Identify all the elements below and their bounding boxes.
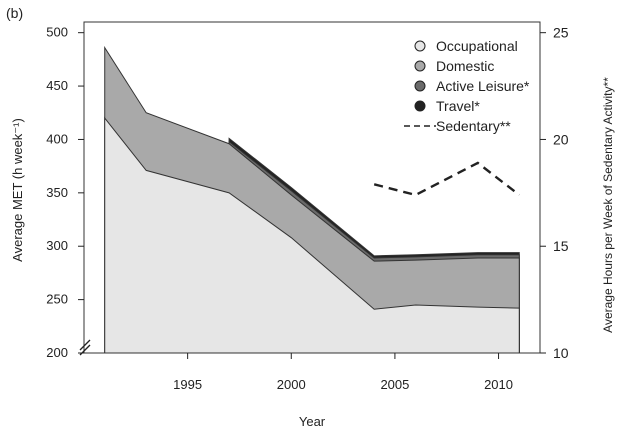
axis-break [79,339,91,356]
legend-symbol [414,40,426,52]
legend-label: Domestic [436,58,494,74]
panel-label: (b) [6,5,23,21]
sedentary-line-layer [373,161,521,197]
y-axis-label: Average MET (h week⁻¹) [10,118,25,262]
legend-label: Travel* [436,98,480,114]
y2-tick-label: 15 [553,238,569,254]
y-tick-label: 200 [46,345,68,360]
legend: Occupational Domestic Active Leisure* Trave… [404,38,530,134]
y-axis-left: 200 250 300 350 400 450 500 [46,25,84,360]
y-tick-label: 350 [46,185,68,200]
y-tick-label: 400 [46,131,68,146]
y-tick-label: 250 [46,292,68,307]
legend-symbol [414,60,426,72]
y2-tick-label: 10 [553,345,569,361]
legend-label: Sedentary** [436,118,511,134]
legend-symbol [414,100,426,112]
x-tick-label: 2005 [380,377,409,392]
legend-label: Active Leisure* [436,78,530,94]
y2-axis-label: Average Hours per Week of Sedentary Acti… [601,77,615,333]
legend-symbol [414,80,426,92]
x-tick-label: 2000 [277,377,306,392]
sedentary-line [373,161,521,197]
x-axis-label: Year [299,414,326,429]
x-axis: 1995 2000 2005 2010 [173,353,513,392]
x-tick-label: 2010 [484,377,513,392]
y-axis-right: 10 15 20 25 [540,25,569,361]
y-tick-label: 450 [46,78,68,93]
y-tick-label: 300 [46,238,68,253]
plot-frame [83,21,541,354]
legend-label: Occupational [436,38,518,54]
y-tick-label: 500 [46,25,68,40]
y2-tick-label: 25 [553,25,569,41]
area-layers [104,45,520,354]
y2-tick-label: 20 [553,131,569,147]
x-tick-label: 1995 [173,377,202,392]
